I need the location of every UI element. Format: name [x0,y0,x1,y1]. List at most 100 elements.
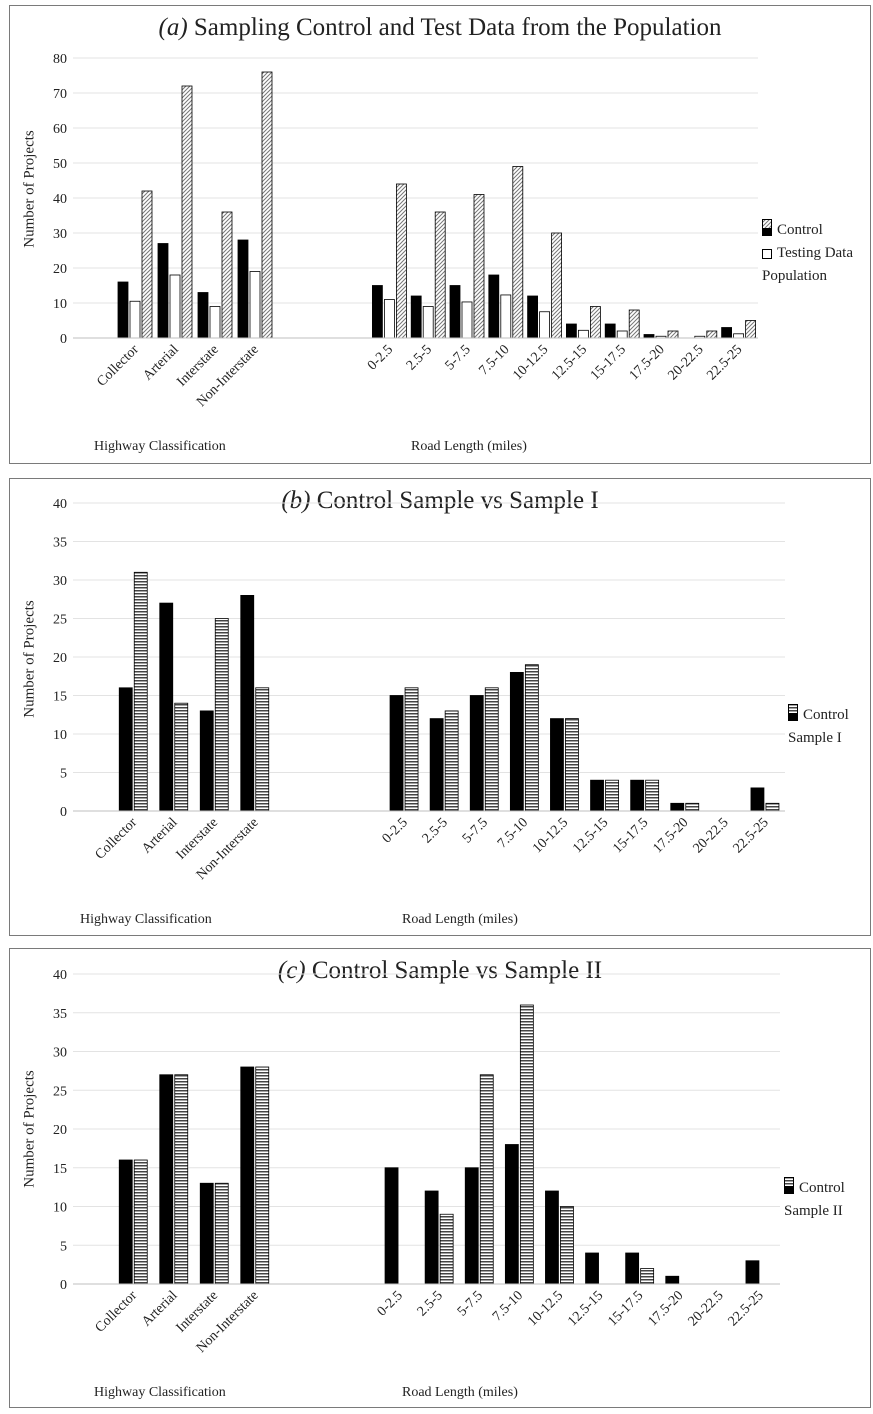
bar-sample-i-5-7-5 [484,687,499,812]
x-tick-label: Collector [93,1288,141,1336]
bar-control-22-5-25 [745,1260,760,1285]
x-tick-label: 20-22.5 [691,815,732,856]
bar-control-non-interstate [240,595,255,812]
y-tick-label: 10 [53,297,67,312]
legend-swatch-sample-ii [784,1177,794,1187]
bar-control-interstate [199,710,214,812]
bar-control-0-2-5 [371,285,383,339]
bar-control-collector [118,1159,133,1285]
bar-control-interstate [197,292,209,339]
chart-title-text: Control Sample vs Sample II [311,957,603,984]
legend-item-control: Control [762,219,853,242]
chart-title-letter: (c) [277,957,306,984]
bar-sample-ii-15-17-5 [640,1268,655,1285]
x-tick-label: 5-7.5 [460,815,491,846]
bar-sample-i-7-5-10 [524,664,539,812]
group-label-highway: Highway Classification [94,1385,226,1400]
y-tick-label: 30 [53,227,67,242]
bar-testing-data-12-5-15 [578,329,589,339]
bar-population-0-2-5 [395,183,407,339]
y-tick-label: 30 [53,1046,67,1061]
bar-testing-data-10-12-5 [539,311,550,339]
bar-testing-data-interstate [209,306,221,339]
bar-sample-ii-2-5-5 [439,1213,454,1285]
bar-population-17-5-20 [667,330,679,339]
bar-sample-i-0-2-5 [404,687,419,812]
y-tick-label: 50 [53,157,67,172]
x-tick-label: 2.5-5 [404,342,435,373]
bar-control-17-5-20 [643,334,655,339]
y-tick-label: 40 [53,968,67,983]
y-tick-label: 0 [60,1278,67,1293]
bar-sample-i-2-5-5 [444,710,459,812]
legend-swatch-sample-i [788,704,798,714]
x-tick-label: 20-22.5 [665,342,706,383]
bar-control-0-2-5 [389,695,404,812]
bar-control-7-5-10 [488,274,500,339]
x-tick-label: 22.5-25 [704,342,745,383]
legend: Control Sample II [784,1177,845,1223]
bar-sample-ii-10-12-5 [560,1206,574,1285]
x-tick-label: 5-7.5 [455,1288,486,1319]
group-label-road-length: Road Length (miles) [402,912,518,927]
x-tick-label: 22.5-25 [731,815,772,856]
y-tick-label: 25 [53,613,67,628]
bar-control-2-5-5 [410,295,422,339]
y-tick-label: 40 [53,497,67,512]
chart-title: (b) Control Sample vs Sample I [10,487,870,515]
x-tick-label: 12.5-15 [565,1288,606,1329]
bar-sample-ii-collector [133,1159,148,1285]
y-tick-label: 60 [53,122,67,137]
legend-item-testing-data: Testing Data [762,242,853,265]
bar-sample-i-12-5-15 [605,779,619,812]
bar-control-10-12-5 [545,1190,559,1285]
bar-population-2-5-5 [434,211,446,339]
bar-control-collector [118,687,133,812]
y-tick-label: 10 [53,1201,67,1216]
x-tick-label: 20-22.5 [686,1288,727,1329]
group-label-highway: Highway Classification [80,912,212,927]
x-tick-label: 10-12.5 [530,815,571,856]
bar-sample-ii-non-interstate [255,1066,270,1285]
y-tick-label: 5 [60,767,67,782]
bar-control-15-17-5 [625,1252,640,1285]
bar-control-12-5-15 [566,323,577,339]
x-tick-label: 10-12.5 [510,342,551,383]
bar-testing-data-5-7-5 [461,301,473,339]
y-tick-label: 0 [60,805,67,820]
bar-control-0-2-5 [384,1167,399,1285]
x-tick-label: 17.5-20 [627,342,668,383]
bar-testing-data-0-2-5 [383,299,395,339]
bar-sample-i-10-12-5 [565,718,579,812]
bar-sample-i-17-5-20 [685,802,700,812]
y-tick-label: 25 [53,1084,67,1099]
y-tick-label: 15 [53,690,67,705]
bar-population-22-5-25 [745,320,756,339]
y-tick-label: 15 [53,1162,67,1177]
x-tick-label: 15-17.5 [605,1288,646,1329]
x-tick-label: 2.5-5 [420,815,451,846]
bar-control-17-5-20 [665,1275,680,1285]
chart-title-text: Control Sample vs Sample I [316,487,599,514]
bar-control-15-17-5 [630,779,645,812]
bar-control-12-5-15 [590,779,604,812]
legend-item-sample-ii: Sample II [784,1177,845,1223]
y-tick-label: 30 [53,574,67,589]
bar-control-7-5-10 [504,1144,519,1285]
y-tick-label: 20 [53,262,67,277]
bar-population-arterial [181,85,193,339]
y-tick-label: 20 [53,1123,67,1138]
legend-label-control: Control [799,1180,845,1196]
y-tick-label: 10 [53,728,67,743]
bar-sample-i-non-interstate [255,687,270,812]
bar-testing-data-non-interstate [249,271,261,339]
group-label-road-length: Road Length (miles) [402,1385,518,1400]
legend-label-population: Population [762,268,828,284]
x-tick-label: 15-17.5 [588,342,629,383]
x-tick-label: Collector [94,342,142,390]
bar-sample-i-interstate [214,618,229,812]
x-tick-label: 12.5-15 [570,815,611,856]
x-tick-label: 7.5-10 [490,1288,526,1324]
x-tick-label: 17.5-20 [645,1288,686,1329]
